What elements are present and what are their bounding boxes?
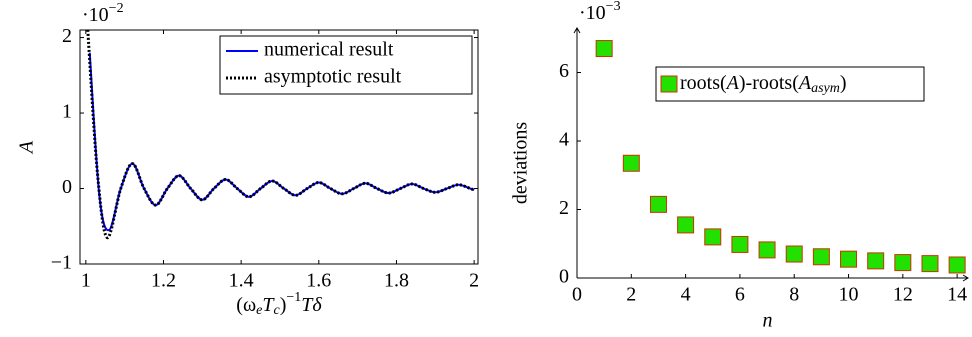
axis-multiplier: ·10−3 (579, 0, 621, 24)
series-line (88, 52, 475, 232)
y-axis-label: A (16, 140, 38, 155)
multiplier-exponent: −3 (606, 0, 621, 14)
legend-swatch (660, 75, 678, 93)
y-tick-label: 6 (559, 60, 569, 82)
x-tick-label: 2 (469, 270, 479, 292)
marker (785, 245, 803, 263)
x-axis-label-part: ) (280, 294, 287, 316)
x-tick-label: 4 (681, 284, 691, 306)
x-tick-label: 1.4 (229, 270, 254, 292)
legend-label-part: ) (840, 72, 847, 94)
x-axis-label-part: Tδ (301, 294, 322, 316)
x-tick-label: 8 (789, 284, 799, 306)
multiplier-base: ·10 (82, 4, 109, 26)
legend-label: asymptotic result (264, 66, 402, 88)
y-axis-label: deviations (510, 122, 532, 204)
x-axis-label-part: c (273, 303, 280, 318)
x-tick-label: 12 (893, 284, 913, 306)
x-tick-label: 2 (626, 284, 636, 306)
x-axis-label: (ωeTc)−1Tδ (236, 290, 322, 318)
x-tick-label: 1.2 (151, 270, 176, 292)
y-tick-label: 2 (62, 25, 72, 47)
legend-label: roots(A)-roots(Aasym) (680, 72, 847, 97)
x-axis-label-part: T (262, 294, 275, 316)
x-tick-label: 0 (572, 284, 582, 306)
legend-box (219, 35, 473, 95)
x-tick-label: 1.6 (306, 270, 331, 292)
marker (649, 195, 667, 213)
y-tick-label: −1 (51, 252, 72, 274)
x-tick-label: 1 (81, 270, 91, 292)
x-tick-label: 14 (947, 284, 967, 306)
plot-frame (79, 29, 479, 265)
marker (758, 241, 776, 259)
legend-label-part: asym (811, 81, 840, 96)
marker (595, 40, 613, 58)
marker (812, 248, 830, 266)
marker (704, 228, 722, 246)
axis-multiplier: ·10−2 (82, 1, 124, 25)
x-tick-label: 1.8 (384, 270, 409, 292)
series-line (86, 29, 475, 240)
marker (921, 255, 939, 273)
marker (622, 154, 640, 172)
multiplier-base: ·10 (579, 2, 606, 24)
marker (731, 235, 749, 253)
y-tick-label: 2 (559, 197, 569, 219)
legend-label-part: A (725, 72, 740, 94)
y-axis-arrow (573, 27, 581, 34)
x-axis-arrow (962, 274, 969, 282)
x-axis-label: n (763, 310, 773, 332)
legend-label-part: roots( (680, 72, 727, 94)
x-tick-label: 6 (735, 284, 745, 306)
y-tick-label: 4 (559, 129, 569, 151)
x-axis-label-part: −1 (286, 290, 301, 305)
y-tick-label: 1 (62, 101, 72, 123)
multiplier-exponent: −2 (109, 1, 124, 16)
marker (894, 254, 912, 272)
chart: 1 1.2 1.4 1.6 1.8 2−1012·10−2A(ωeTc)−1Tδnumer… (16, 1, 480, 318)
y-tick-label: 0 (62, 176, 72, 198)
x-axis-label-part: (ω (236, 294, 256, 316)
marker (677, 216, 695, 234)
legend-label-part: )-roots( (739, 72, 799, 94)
marker (948, 256, 966, 274)
x-tick-label: 10 (839, 284, 859, 306)
legend-label: numerical result (264, 39, 394, 61)
x-axis-label-part: e (256, 303, 262, 318)
marker (867, 252, 885, 270)
legend-box (655, 66, 925, 102)
legend-label-part: A (797, 72, 812, 94)
chart: 0 2 4 6 8 10 12 140246·10−3deviationsnroots(A)-… (510, 0, 969, 332)
marker (840, 250, 858, 268)
y-tick-label: 0 (559, 266, 569, 288)
